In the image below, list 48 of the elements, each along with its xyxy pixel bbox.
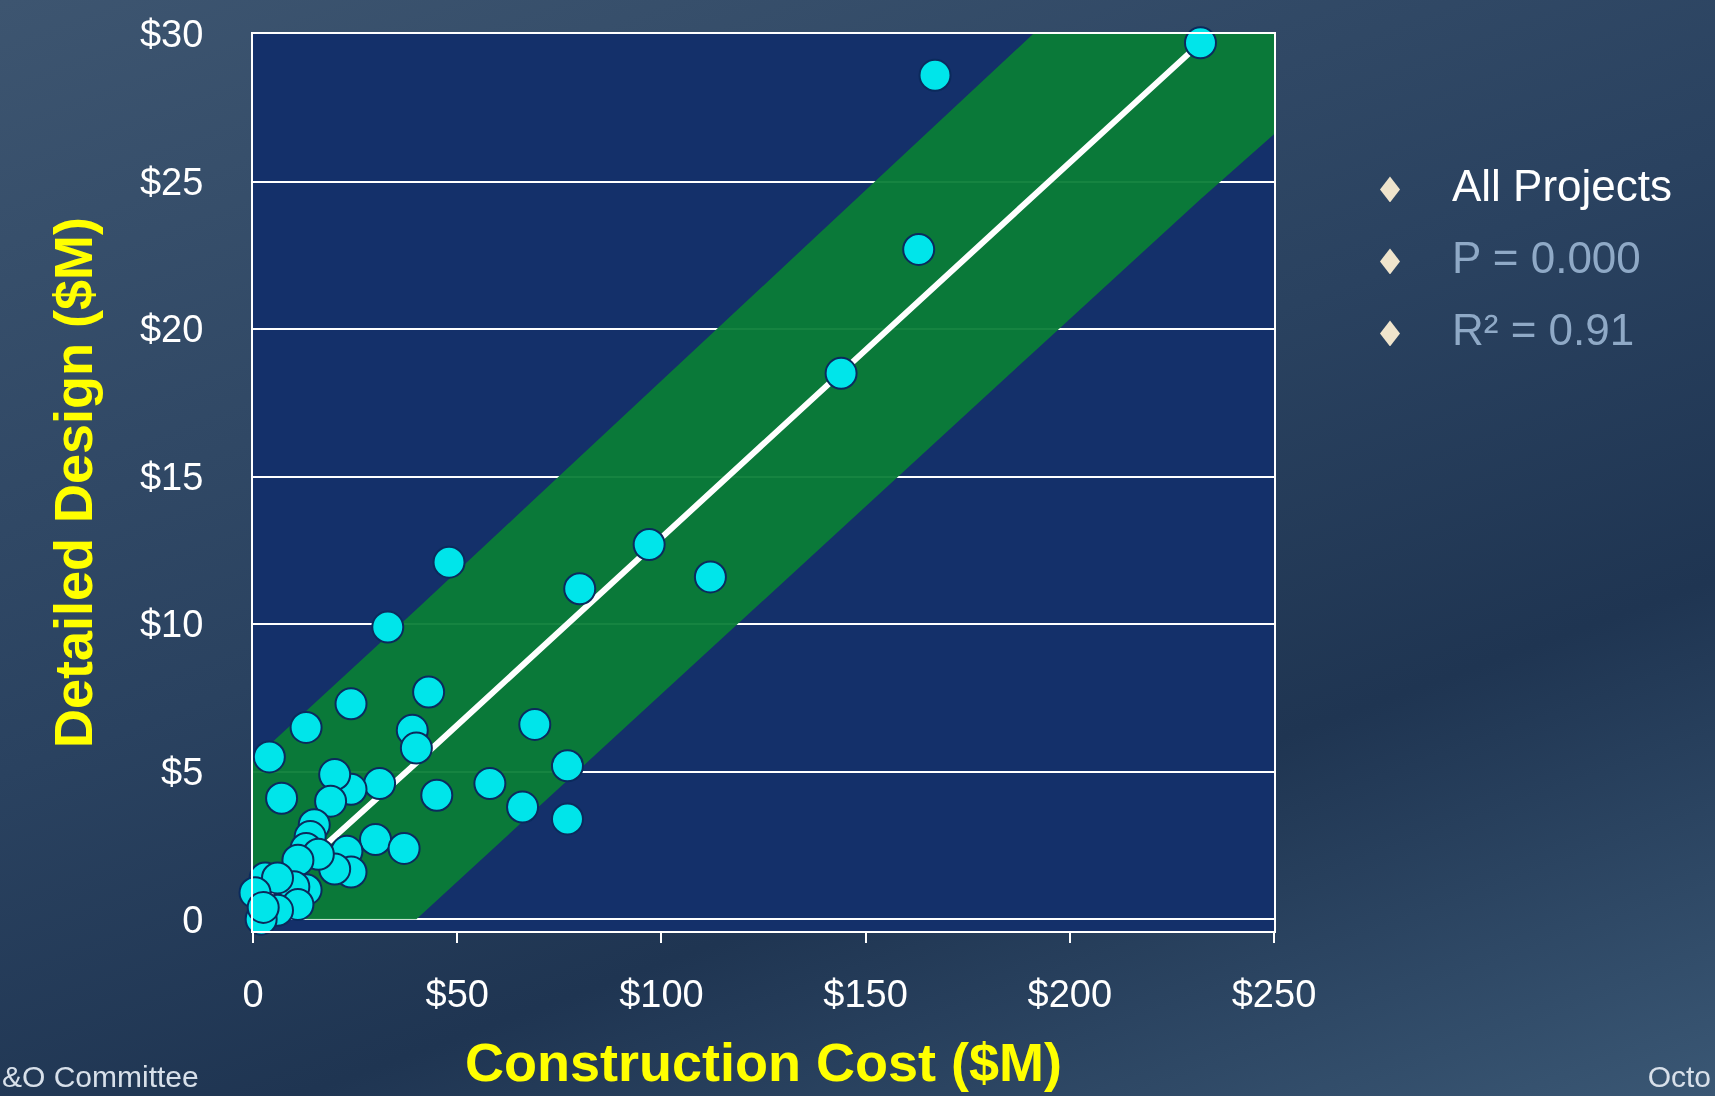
point — [359, 823, 393, 857]
text: Octo — [1647, 1060, 1711, 1094]
point — [550, 749, 584, 783]
text: &O Committee — [2, 1060, 199, 1094]
point — [506, 790, 540, 824]
point — [432, 545, 466, 579]
point — [387, 831, 421, 865]
point — [902, 232, 936, 266]
x-tick-label: $50 — [425, 972, 489, 1015]
point — [289, 710, 323, 744]
text: R² = 0.91 — [1452, 305, 1635, 354]
point — [252, 740, 286, 774]
point — [334, 687, 368, 721]
point — [824, 356, 858, 390]
point — [420, 778, 454, 812]
y-tick-label: $25 — [139, 160, 204, 203]
point — [412, 675, 446, 709]
point — [371, 610, 405, 644]
point — [265, 781, 299, 815]
point — [363, 766, 397, 800]
y-tick-label: $5 — [161, 750, 204, 793]
point — [1184, 26, 1217, 60]
text: All Projects — [1452, 161, 1673, 210]
x-tick-label: $250 — [1231, 972, 1317, 1015]
point — [246, 890, 280, 924]
x-tick-label: 0 — [242, 972, 264, 1015]
point — [399, 731, 433, 765]
x-axis-title: Construction Cost ($M) — [465, 1032, 1062, 1093]
y-tick-label: $30 — [139, 13, 204, 56]
point — [318, 758, 352, 792]
point — [693, 560, 727, 594]
text: P = 0.000 — [1452, 233, 1641, 282]
point — [314, 784, 348, 818]
point — [473, 766, 507, 800]
point — [518, 707, 552, 741]
x-tick-label: $200 — [1027, 972, 1113, 1015]
point — [918, 58, 952, 92]
point — [261, 861, 294, 895]
y-tick-label: $20 — [139, 308, 204, 351]
y-tick-label: $10 — [139, 603, 204, 646]
x-tick-label: $100 — [619, 972, 704, 1015]
point — [563, 572, 597, 606]
y-tick-label: 0 — [182, 898, 204, 941]
point — [632, 527, 666, 561]
y-axis-title: Detailed Design ($M) — [43, 216, 104, 749]
y-tick-label: $15 — [139, 455, 204, 498]
point — [550, 802, 584, 836]
x-tick-label: $150 — [823, 972, 908, 1015]
